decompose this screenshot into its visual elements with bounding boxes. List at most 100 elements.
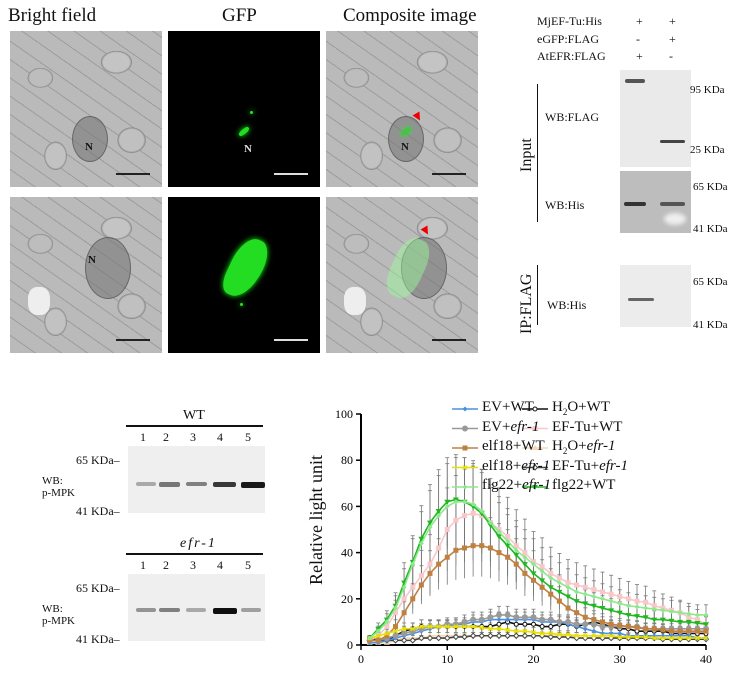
data-point	[487, 614, 494, 621]
data-point	[418, 536, 425, 542]
blot-band	[660, 140, 685, 143]
data-point	[651, 635, 657, 641]
blot-band	[241, 482, 265, 488]
y-tick-label: 100	[335, 407, 353, 421]
data-point	[565, 632, 571, 638]
luminescence-chart: 0 20 40 60 80 100 0 10 20 30 40	[335, 406, 712, 666]
data-point	[539, 563, 545, 569]
data-point	[643, 626, 649, 632]
scale-bar	[274, 173, 308, 175]
legend-label-main: flg22+WT	[552, 477, 616, 493]
data-point	[703, 635, 709, 641]
legend-swatch-marker	[531, 464, 539, 471]
data-point	[487, 545, 493, 551]
p-mpk-blot	[128, 574, 265, 641]
lane-number: 4	[217, 558, 223, 572]
marker-41kda: 41 KDa	[693, 319, 728, 331]
series-line	[369, 625, 706, 639]
data-point	[608, 621, 614, 627]
data-point	[427, 570, 433, 576]
legend-swatch-marker	[532, 426, 538, 431]
data-point	[530, 632, 537, 639]
input-bracket	[537, 84, 538, 222]
data-point	[436, 545, 442, 551]
data-point	[453, 499, 459, 505]
legend-swatch-marker	[532, 485, 538, 490]
blot-wb-flag	[620, 70, 691, 167]
marker-bottom-text: 41 KDa	[76, 504, 114, 518]
data-point	[401, 610, 407, 616]
data-point	[392, 632, 399, 639]
data-point	[522, 621, 528, 627]
data-point	[427, 524, 433, 530]
data-point	[642, 615, 649, 621]
data-point	[513, 632, 520, 639]
data-point	[686, 614, 692, 620]
blot-title: WT	[183, 408, 205, 423]
legend-item: EF-Tu+WT	[552, 419, 622, 437]
gfp-signal	[250, 111, 253, 114]
data-point	[582, 621, 589, 628]
data-point	[548, 575, 554, 581]
data-point	[634, 633, 640, 639]
data-point	[539, 631, 545, 636]
gfp-image-1: N	[168, 31, 320, 187]
p-mpk-blot	[128, 446, 265, 513]
x-tick-label: 0	[358, 652, 364, 666]
bright-debris	[344, 287, 366, 315]
blot-band	[159, 608, 180, 613]
lane-number: 1	[140, 558, 146, 572]
data-point	[462, 624, 467, 629]
data-point	[608, 633, 614, 639]
scale-bar	[432, 339, 466, 341]
data-point	[565, 584, 571, 590]
legend-label-rest: O+WT	[567, 399, 610, 415]
gfp-signal	[240, 303, 243, 306]
blot-wb-his-input	[620, 171, 691, 233]
marker-top: 65 KDa–	[76, 453, 120, 467]
data-point	[470, 501, 476, 507]
data-point	[686, 633, 692, 639]
data-point	[436, 561, 442, 567]
data-point	[367, 635, 373, 641]
lane2-sign: +	[669, 14, 676, 28]
data-point	[590, 603, 597, 609]
data-point	[565, 580, 571, 586]
blot-band	[136, 608, 157, 613]
row-label-atefr: AtEFR:FLAG	[537, 49, 606, 63]
data-point	[513, 552, 520, 558]
data-point	[694, 617, 700, 623]
blot-band	[186, 608, 206, 612]
row-label-mjeftu: MjEF-Tu:His	[537, 14, 602, 28]
lane2-sign: -	[669, 49, 673, 63]
blot-band	[159, 482, 180, 487]
data-point	[677, 628, 683, 634]
header-bright-field: Bright field	[8, 5, 97, 26]
lane-number: 5	[245, 558, 251, 572]
data-point	[556, 575, 562, 581]
data-point	[375, 637, 381, 643]
data-point	[479, 625, 485, 631]
lane-number: 3	[190, 430, 196, 444]
nucleus-label: N	[85, 141, 93, 153]
nucleus-label: N	[88, 254, 96, 266]
nucleus	[388, 116, 424, 162]
marker-bottom-text: 41 KDa	[76, 632, 114, 646]
data-point	[660, 607, 666, 613]
marker-25kda: 25 KDa	[690, 144, 725, 156]
data-point	[694, 628, 700, 634]
data-point	[513, 614, 520, 621]
data-point	[556, 580, 562, 586]
data-point	[444, 554, 450, 560]
data-point	[513, 621, 519, 627]
legend-item: EF-Tu+efr-1	[552, 458, 628, 476]
data-point	[617, 630, 623, 636]
data-point	[617, 622, 623, 628]
data-point	[522, 570, 528, 576]
data-point	[600, 589, 605, 595]
blot-title: efr-1	[180, 536, 217, 551]
row-label-egfp: eGFP:FLAG	[537, 32, 600, 46]
data-point	[531, 629, 536, 635]
header-composite: Composite image	[343, 5, 477, 26]
data-point	[625, 624, 631, 630]
